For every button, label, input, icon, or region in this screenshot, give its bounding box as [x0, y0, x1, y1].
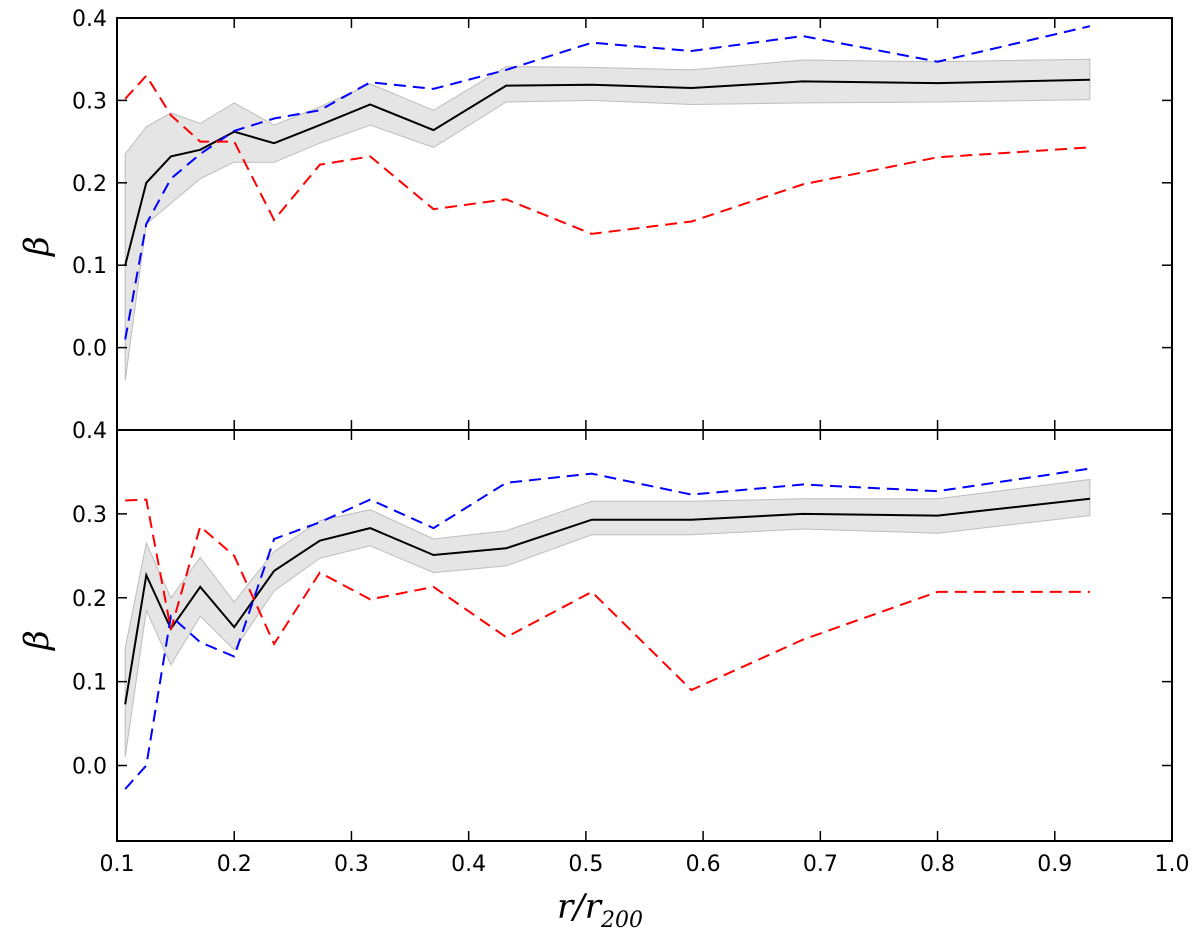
x-axis-label-main: r/r	[557, 887, 603, 927]
bottom-series-blue-dashed-line	[124, 467, 1091, 790]
bottom-x-tick-label: 0.4	[451, 852, 486, 877]
bottom-series-black-solid-line	[124, 497, 1091, 705]
bottom-plot-frame	[116, 429, 1173, 842]
top-series-black-solid-line	[124, 78, 1090, 266]
bottom-y-tick-label: 0.3	[72, 503, 107, 528]
top-panel: 0.0 0.1 0.2 0.3 0.4 β	[17, 7, 1173, 431]
bottom-ticks-layer: 0.0 0.1 0.2 0.3 0.4 0.1 0.2 0.3 0.4 0.5 0.6 0.7 0.8 0…	[72, 419, 1190, 877]
bottom-band-layer	[124, 478, 1091, 758]
bottom-x-tick-label: 0.7	[803, 852, 838, 877]
top-y-tick-label: 0.0	[72, 337, 107, 362]
top-y-tick-label: 0.2	[72, 172, 107, 197]
bottom-panel: 0.0 0.1 0.2 0.3 0.4 0.1 0.2 0.3 0.4 0.5 0.6 0.7 0.8 0…	[17, 419, 1190, 877]
bottom-y-tick-label: 0.4	[72, 419, 107, 444]
bottom-y-axis-label: β	[17, 630, 57, 652]
bottom-confidence-band	[124, 478, 1091, 758]
x-axis-label-subscript: 200	[600, 908, 643, 933]
bottom-x-tick-label: 0.8	[920, 852, 955, 877]
top-y-axis-label: β	[17, 236, 57, 258]
top-series-red-dashed-line	[124, 74, 1090, 235]
top-lines-layer	[124, 25, 1091, 340]
top-y-tick-label: 0.1	[72, 254, 107, 279]
bottom-y-tick-label: 0.1	[72, 671, 107, 696]
top-series-blue-dashed-line	[124, 25, 1091, 340]
bottom-x-tick-label: 1.0	[1155, 852, 1190, 877]
bottom-x-tick-label: 0.2	[217, 852, 252, 877]
top-confidence-band	[124, 58, 1091, 381]
bottom-y-tick-label: 0.0	[72, 755, 107, 780]
bottom-y-tick-label: 0.2	[72, 587, 107, 612]
top-y-tick-label: 0.4	[72, 7, 107, 32]
top-band-layer	[124, 58, 1091, 381]
top-y-tick-label: 0.3	[72, 89, 107, 114]
top-ticks-layer: 0.0 0.1 0.2 0.3 0.4	[72, 7, 1173, 430]
bottom-x-tick-label: 0.1	[100, 852, 135, 877]
x-axis-label: r/r200	[557, 887, 643, 933]
bottom-x-tick-label: 0.9	[1037, 852, 1072, 877]
bottom-x-tick-label: 0.6	[686, 852, 721, 877]
bottom-x-tick-label: 0.3	[334, 852, 369, 877]
bottom-x-tick-label: 0.5	[568, 852, 603, 877]
bottom-lines-layer	[124, 467, 1091, 790]
bottom-series-red-dashed-line	[125, 498, 1090, 692]
